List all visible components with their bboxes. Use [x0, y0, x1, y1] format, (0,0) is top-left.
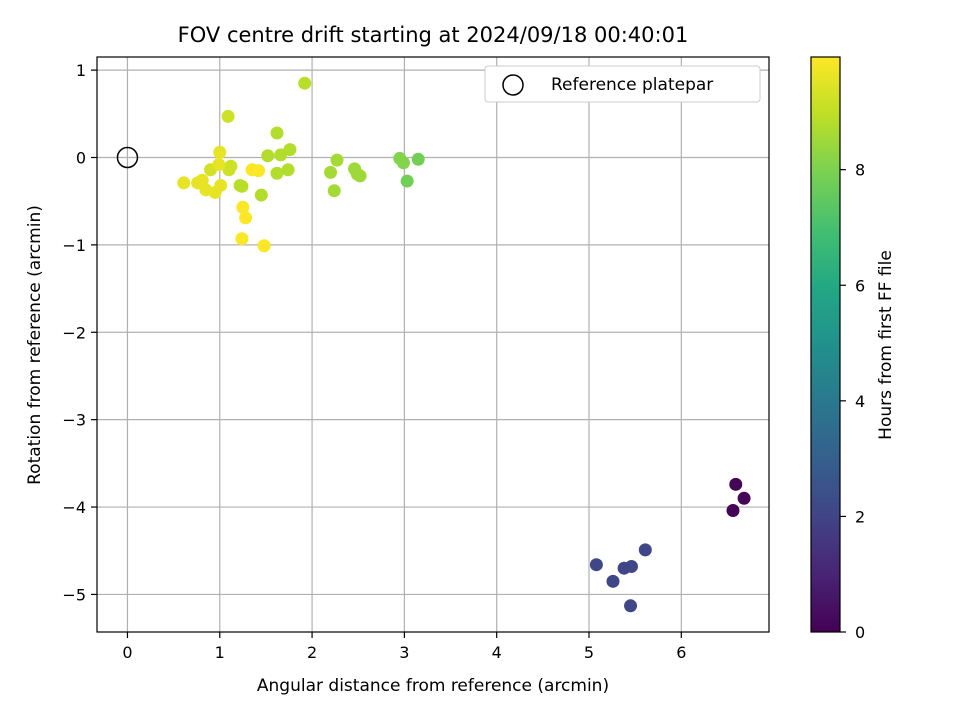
colorbar-tick-label: 0: [855, 623, 865, 642]
data-point: [729, 477, 743, 491]
data-point: [221, 109, 235, 123]
data-point: [235, 232, 249, 246]
reference-platepar-marker: [116, 146, 139, 169]
data-point: [400, 174, 414, 188]
data-point: [213, 145, 227, 159]
x-tick-label: 1: [215, 643, 225, 662]
data-point: [274, 148, 288, 162]
data-point: [396, 156, 410, 170]
data-point: [324, 165, 338, 179]
colorbar-ticks: 0 2 4 6 8: [840, 161, 865, 642]
data-point: [726, 504, 740, 518]
data-point: [261, 149, 275, 163]
colorbar-tick-label: 8: [855, 161, 865, 180]
chart-title: FOV centre drift starting at 2024/09/18 …: [178, 23, 689, 47]
data-point: [298, 76, 312, 90]
data-point: [239, 211, 253, 225]
x-tick-label: 6: [676, 643, 686, 662]
colorbar-tick-label: 2: [855, 507, 865, 526]
data-point: [737, 491, 751, 505]
y-tick-label: −2: [62, 323, 86, 342]
legend: Reference platepar: [484, 65, 761, 103]
colorbar-tick-label: 4: [855, 392, 865, 411]
x-axis-ticks: 0 1 2 3 4 5 6: [122, 632, 686, 662]
plot-area: 0 1 2 3 4 5 6 1 0 −1 −2 −3 −4 −5: [62, 56, 770, 662]
data-point: [214, 178, 228, 192]
data-point: [638, 543, 652, 557]
data-point: [411, 152, 425, 166]
data-point: [281, 163, 295, 177]
x-axis-title: Angular distance from reference (arcmin): [257, 676, 609, 696]
data-point: [589, 558, 603, 572]
data-point: [606, 574, 620, 588]
data-point: [257, 239, 271, 253]
colorbar-frame: [810, 56, 841, 633]
data-point: [212, 157, 226, 171]
legend-box: [484, 65, 761, 103]
y-tick-label: 0: [76, 148, 86, 167]
data-point: [177, 176, 191, 190]
x-tick-label: 3: [399, 643, 409, 662]
y-tick-label: −3: [62, 411, 86, 430]
data-point: [252, 164, 266, 178]
data-point: [222, 163, 236, 177]
y-tick-label: −5: [62, 585, 86, 604]
legend-label: Reference platepar: [551, 75, 713, 95]
data-point: [624, 559, 638, 573]
x-tick-label: 0: [122, 643, 132, 662]
x-tick-label: 4: [492, 643, 502, 662]
grid: [97, 57, 769, 632]
data-point: [330, 153, 344, 167]
y-tick-label: −4: [62, 498, 86, 517]
data-point: [327, 184, 341, 198]
x-tick-label: 2: [307, 643, 317, 662]
data-points: [177, 76, 751, 613]
colorbar-gradient: [811, 57, 840, 632]
y-axis-title: Rotation from reference (arcmin): [25, 205, 45, 485]
colorbar-tick-label: 6: [855, 276, 865, 295]
colorbar: 0 2 4 6 8 Hours from first FF file: [810, 56, 896, 642]
data-point: [235, 179, 249, 193]
data-point: [236, 200, 250, 214]
data-point: [624, 599, 638, 613]
colorbar-title: Hours from first FF file: [876, 250, 896, 440]
y-axis-ticks: 1 0 −1 −2 −3 −4 −5: [62, 61, 97, 604]
data-point: [270, 166, 284, 180]
y-tick-label: 1: [76, 61, 86, 80]
x-tick-label: 5: [584, 643, 594, 662]
data-point: [270, 126, 284, 140]
plot-frame: [96, 56, 770, 633]
y-tick-label: −1: [62, 236, 86, 255]
data-point: [353, 169, 367, 183]
legend-marker-icon: [502, 74, 524, 96]
data-point: [254, 188, 268, 202]
